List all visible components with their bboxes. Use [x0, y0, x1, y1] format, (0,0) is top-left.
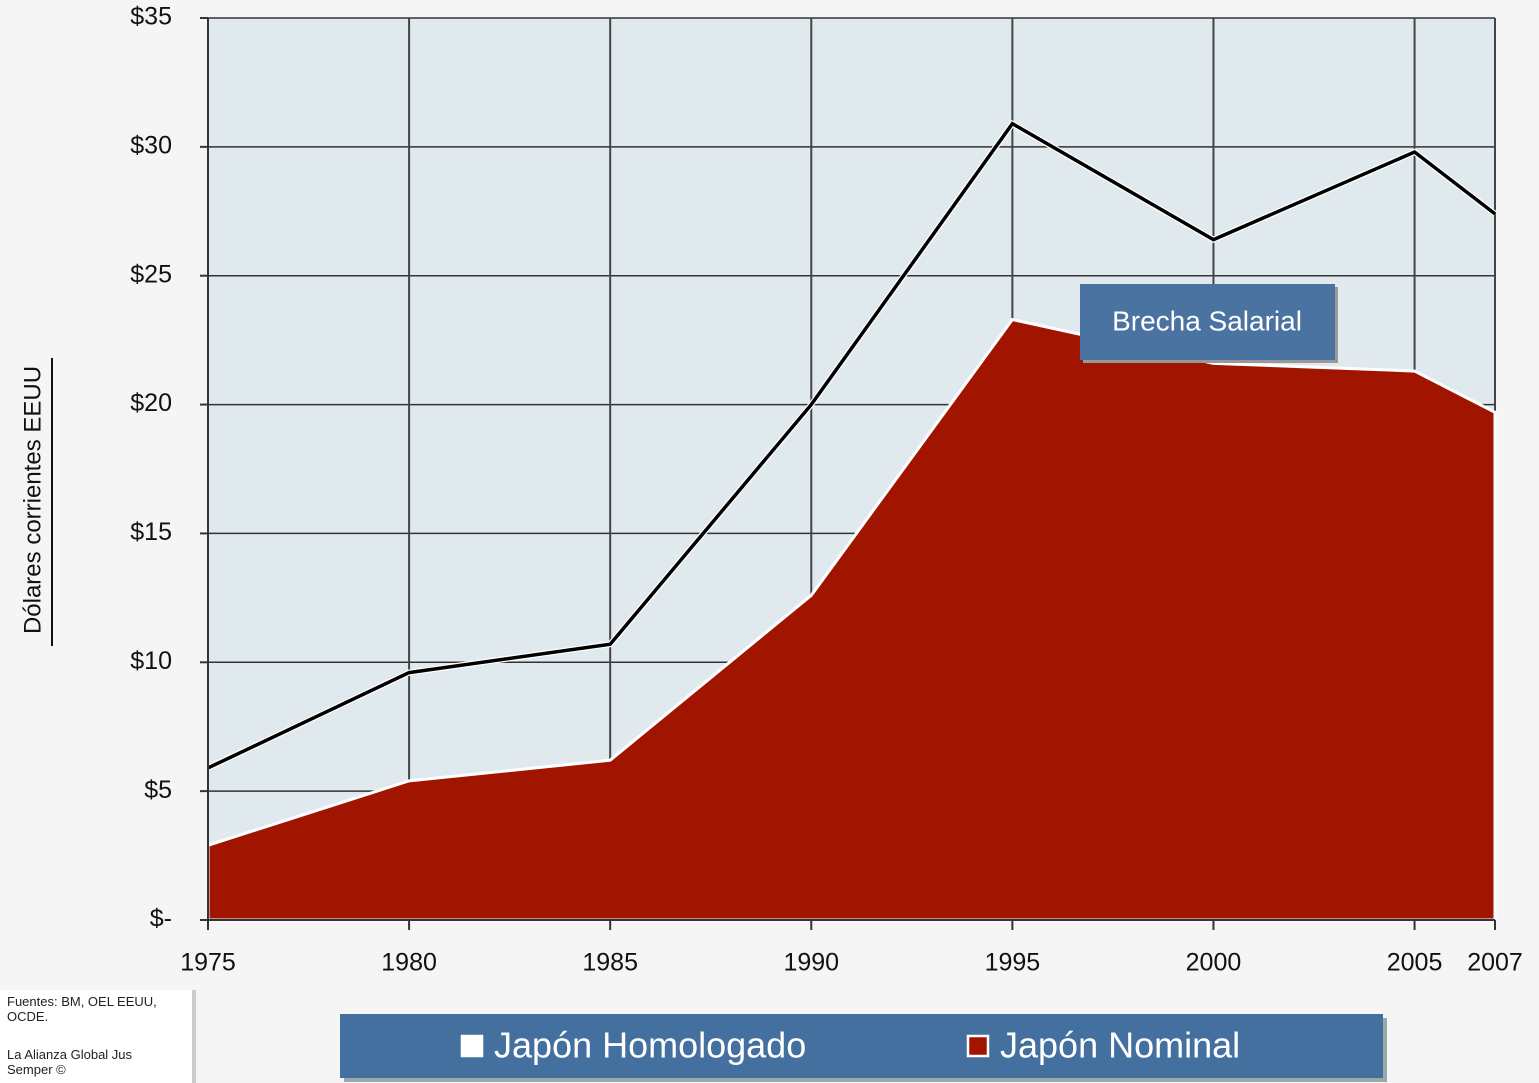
y-tick-label: $-: [150, 905, 172, 933]
area: [206, 317, 1497, 922]
legend-label: Japón Nominal: [1000, 1025, 1240, 1066]
x-tick-label: 1980: [381, 949, 437, 977]
x-tick-label: 2007: [1467, 949, 1523, 977]
y-axis-label: Dólares corrientes EEUU: [19, 366, 46, 634]
source-text: Fuentes: BM, OEL EEUU, OCDE.: [7, 994, 157, 1024]
y-tick-label: $20: [130, 389, 172, 417]
x-tick-label: 1995: [985, 949, 1041, 977]
y-tick-label: $30: [130, 131, 172, 159]
source-box: [0, 990, 193, 1083]
y-tick-label: $5: [144, 776, 172, 804]
x-tick-label: 1975: [180, 949, 236, 977]
y-tick-label: $25: [130, 260, 172, 288]
legend-marker: [460, 1034, 484, 1058]
y-tick-label: $10: [130, 647, 172, 675]
annotation-box: [1080, 284, 1335, 360]
x-tick-label: 1985: [582, 949, 638, 977]
y-tick-label: $35: [130, 3, 172, 31]
y-tick-label: $15: [130, 518, 172, 546]
annotation: Brecha Salarial: [1112, 305, 1302, 336]
source-text: La Alianza Global Jus Semper ©: [7, 1047, 133, 1077]
x-tick-label: 1990: [783, 949, 839, 977]
legend-box: [340, 1014, 1383, 1078]
legend-marker: [966, 1034, 990, 1058]
x-tick-label: 2000: [1186, 949, 1242, 977]
legend-label: Japón Homologado: [494, 1025, 806, 1066]
line: [207, 121, 1497, 770]
x-tick-label: 2005: [1387, 949, 1443, 977]
